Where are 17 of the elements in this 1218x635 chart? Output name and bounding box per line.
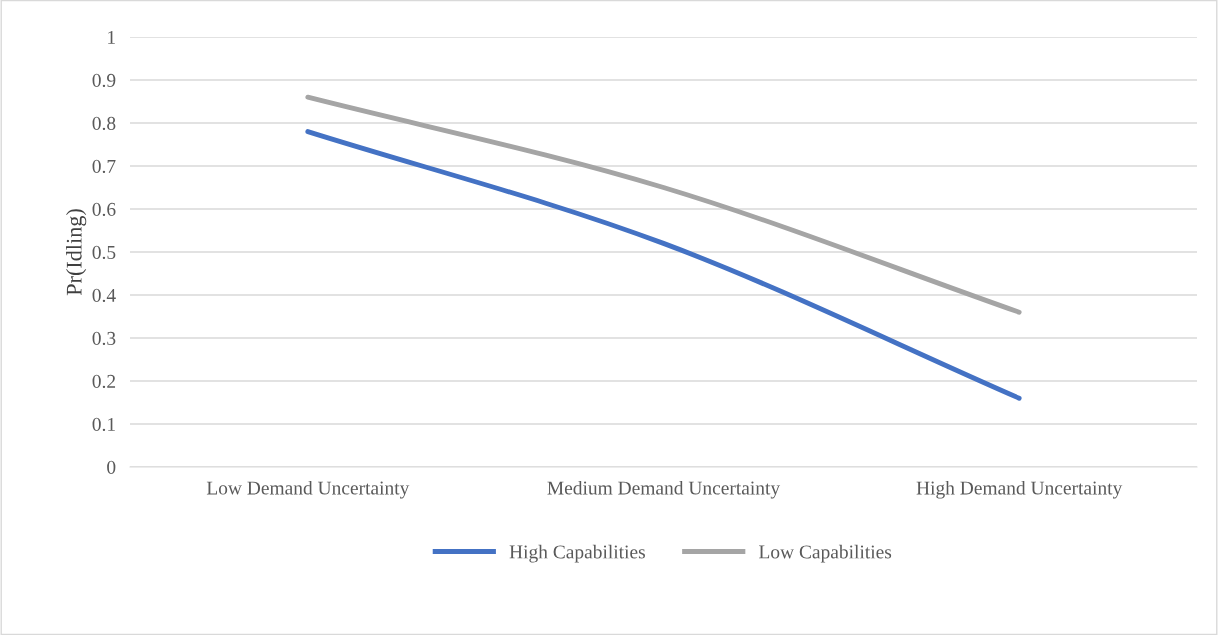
y-tick-label: 1 [108, 30, 115, 44]
y-tick-label: 0.9 [92, 73, 116, 88]
x-tick-label: Medium Demand Uncertainty [547, 480, 781, 499]
y-tick-label: 0.6 [92, 202, 116, 217]
x-tick-label: High Demand Uncertainty [916, 480, 1123, 499]
y-tick-label: 0.2 [92, 374, 116, 389]
y-tick-label: 0.4 [92, 288, 116, 303]
y-tick-label: 0.8 [92, 116, 116, 131]
y-tick-label: 0 [107, 460, 116, 474]
y-tick-label: 0.7 [92, 159, 116, 174]
legend-label: High Capabilities [509, 544, 645, 563]
legend-label: Low Capabilities [759, 544, 892, 563]
x-tick-label: Low Demand Uncertainty [206, 480, 410, 499]
y-tick-label: 0.5 [92, 245, 116, 260]
y-tick-label: 0.3 [92, 331, 116, 346]
y-tick-label: 0.1 [92, 417, 115, 432]
y-axis-title: Pr(Idling) [66, 209, 87, 296]
